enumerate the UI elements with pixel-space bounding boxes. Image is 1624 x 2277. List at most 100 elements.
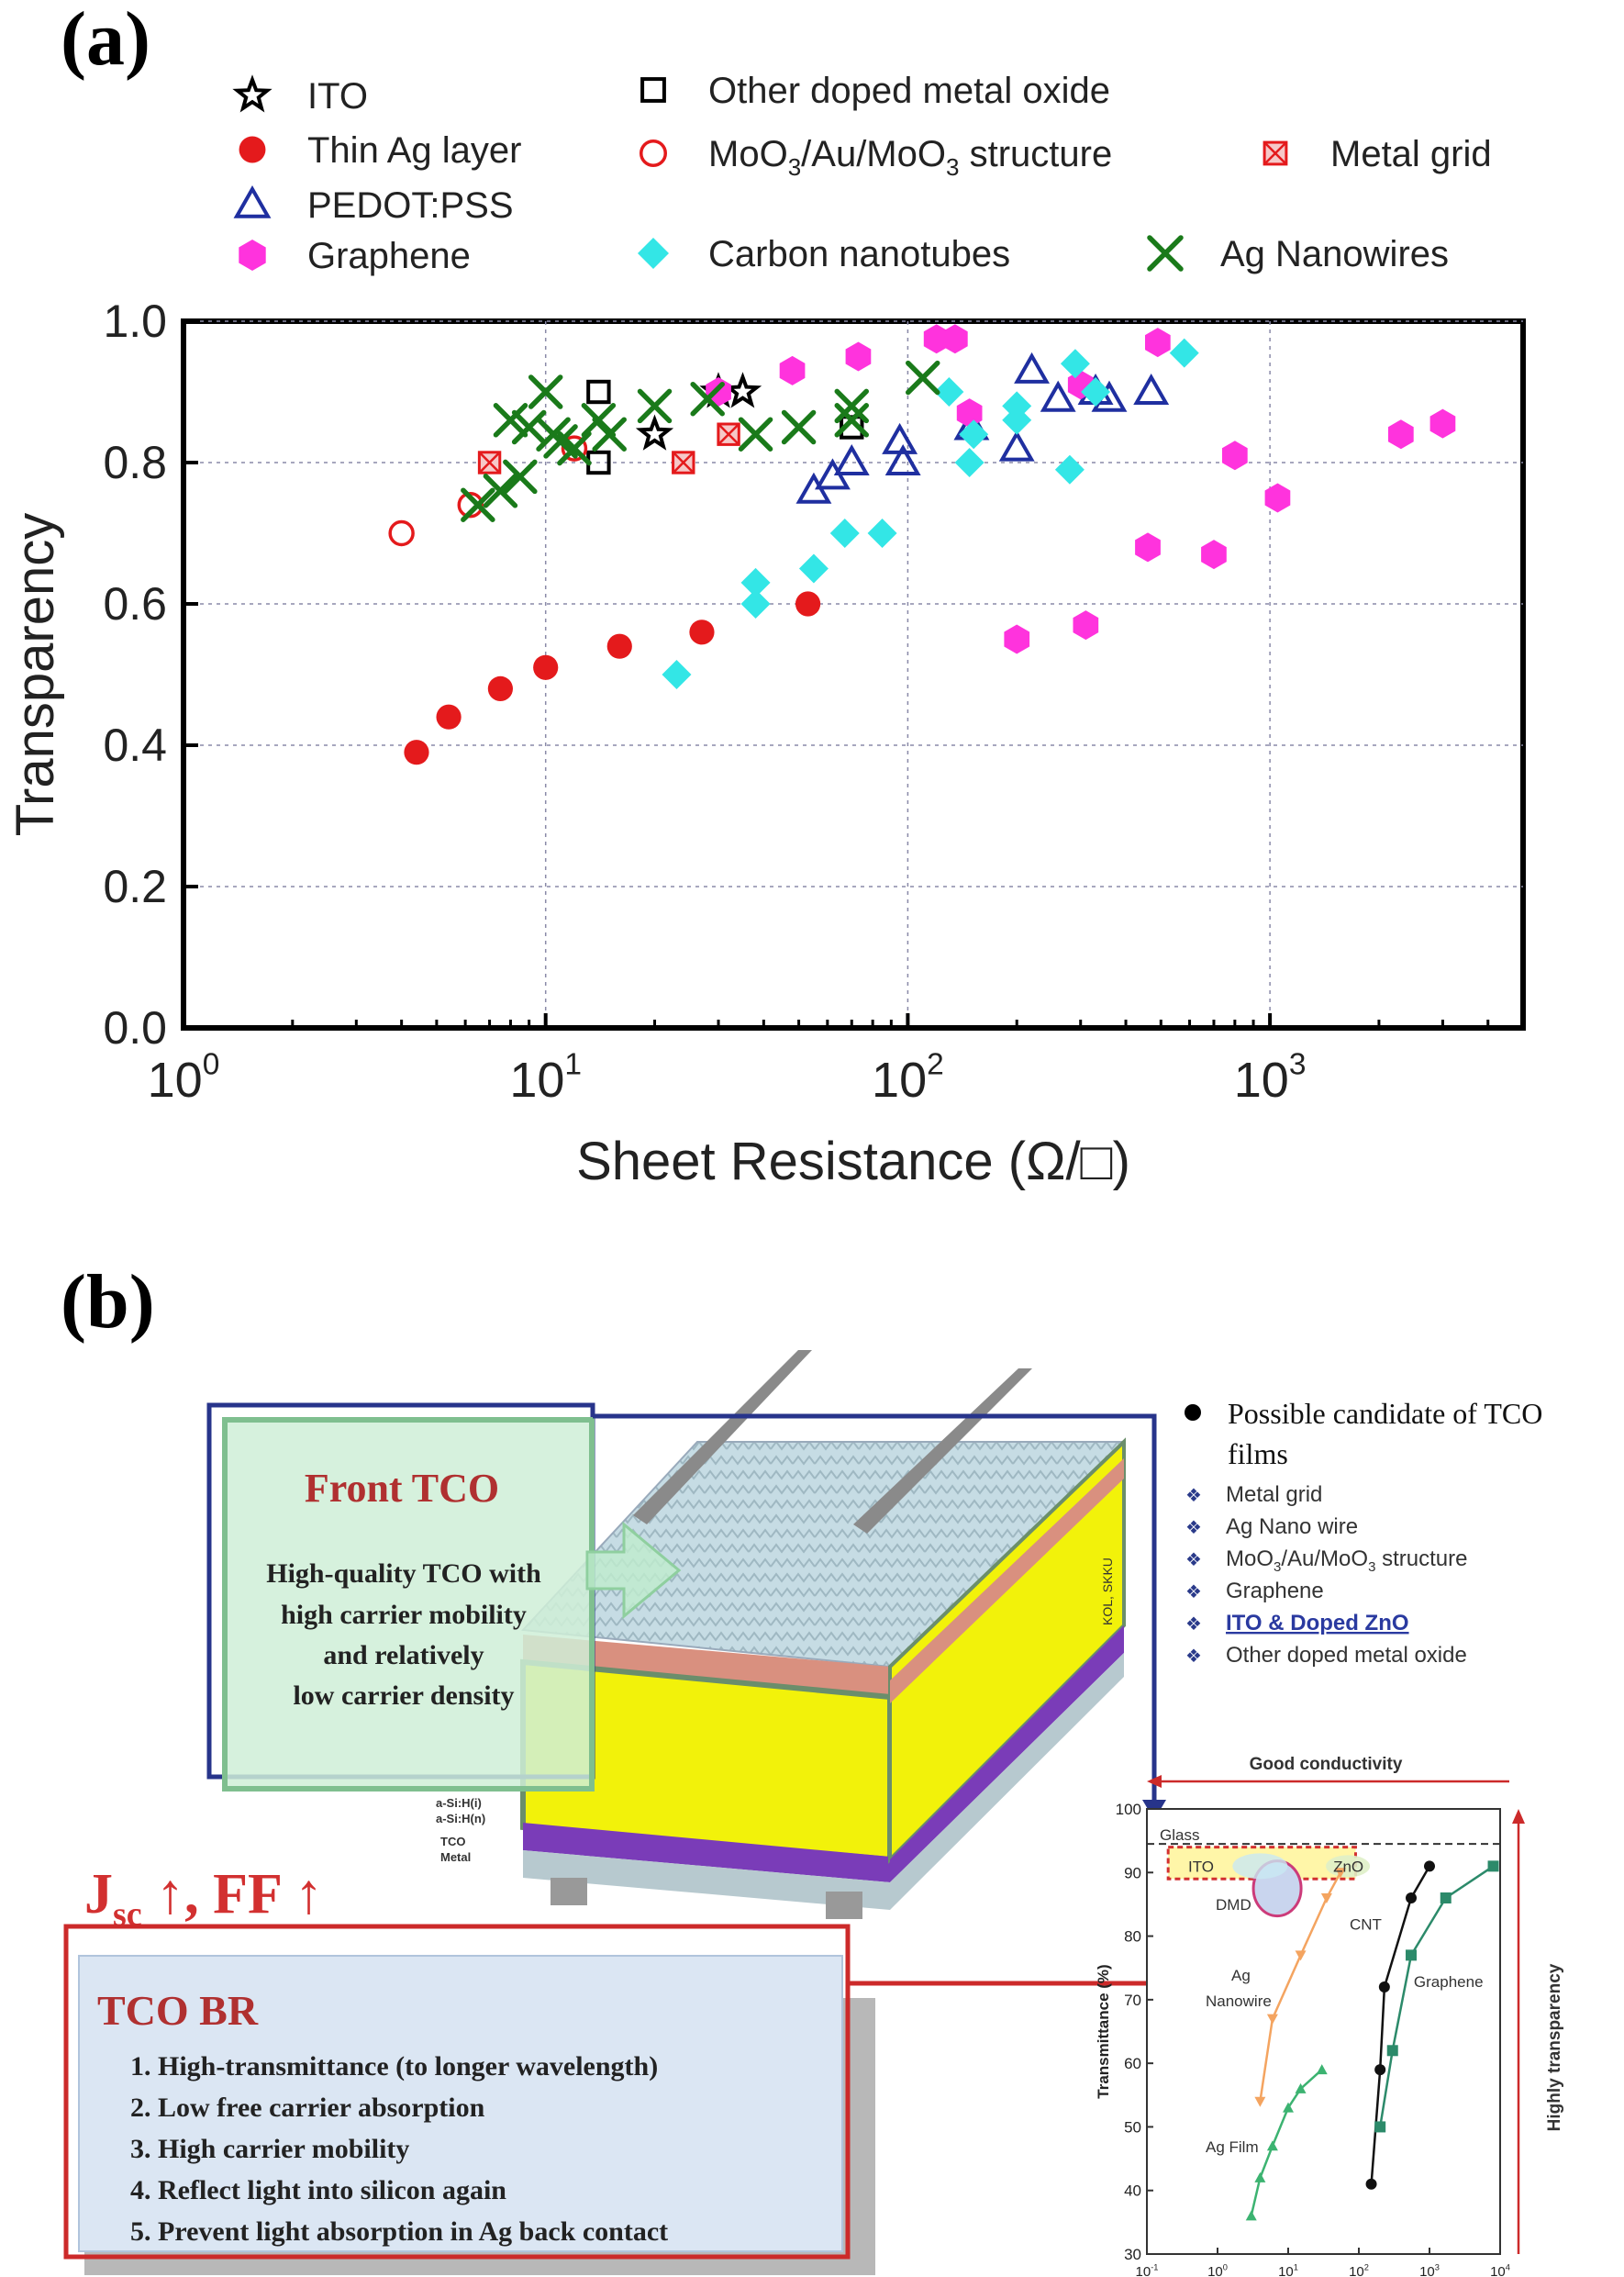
data-point: [779, 355, 806, 385]
data-point: [905, 360, 940, 396]
data-point: [998, 430, 1035, 462]
inset-point: [1266, 2014, 1278, 2025]
data-point: [867, 519, 897, 548]
y-tick-label: 0.8: [103, 437, 167, 488]
data-point: [833, 443, 870, 475]
data-point: [606, 633, 632, 659]
inset-point: [1295, 2082, 1307, 2093]
front-grid-finger: [853, 1368, 1032, 1534]
candidate-item: Other doped metal oxide: [1226, 1643, 1467, 1668]
candidate-item: Metal grid: [1226, 1482, 1322, 1507]
solar-cell-block: a-Si:H(i) a-Si:H(n) TCO Metal KOL, SKKU: [436, 1350, 1127, 1919]
data-point: [635, 414, 674, 451]
plot-frame: [181, 318, 1526, 1031]
data-point: [436, 704, 462, 730]
data-point: [690, 381, 725, 417]
chart-legend: ITO Thin Ag layer PEDOT:PSS Graphene Other d…: [232, 71, 1492, 276]
legend-label: ITO: [307, 76, 368, 117]
transmittance-inset-chart: 3040506070809010010-1100101102103104Shee…: [1095, 1755, 1564, 2277]
data-point: [959, 419, 989, 450]
data-point: [493, 403, 528, 438]
inset-point: [1487, 1860, 1499, 1872]
x-tick-label: 103: [1234, 1048, 1307, 1108]
y-tick-label: 0.2: [103, 861, 167, 912]
data-point: [1429, 408, 1456, 439]
data-point: [845, 341, 872, 372]
data-point: [829, 519, 860, 548]
inset-x-tick-label: 104: [1490, 2262, 1510, 2277]
data-point: [723, 372, 762, 408]
tco-br-title: TCO BR: [97, 1987, 259, 2034]
data-point: [834, 403, 870, 438]
data-point: [586, 379, 611, 405]
diamond-bullet-icon: ❖: [1185, 1614, 1202, 1635]
inset-x-tick-label: 101: [1278, 2262, 1298, 2277]
tco-br-item: 3. High carrier mobility: [130, 2134, 409, 2164]
front-tco-desc: high carrier mobility: [281, 1600, 527, 1630]
front-tco-arrow: [585, 1521, 682, 1620]
front-tco-connector: [593, 1413, 1157, 1804]
data-point: [706, 377, 731, 407]
y-tick-label: 0.4: [103, 720, 167, 771]
front-tco-title: Front TCO: [305, 1466, 499, 1511]
cell-layer-label: a-Si:H(i): [436, 1796, 482, 1810]
y-tick-label: 1.0: [103, 296, 167, 347]
data-point: [834, 388, 870, 424]
inset-point: [1320, 1893, 1332, 1903]
data-point: [689, 619, 715, 645]
data-point: [1081, 377, 1111, 407]
inset-x-tick-label: 102: [1349, 2262, 1369, 2277]
data-point: [483, 474, 518, 508]
data-point: [672, 451, 695, 474]
data-point: [1388, 419, 1414, 450]
watermark: KOL, SKKU: [1100, 1557, 1115, 1625]
glass-label: Glass: [1160, 1826, 1199, 1844]
data-point: [533, 654, 559, 680]
data-point: [561, 435, 588, 462]
data-point: [1169, 338, 1199, 368]
ito-ellipse: [1232, 1853, 1288, 1880]
candidate-heading: films: [1228, 1437, 1288, 1470]
cnt-label: CNT: [1350, 1916, 1382, 1934]
tco-br-outer-box: [63, 1924, 851, 2260]
legend-marker: [640, 77, 666, 103]
ag-nanowire-label: Nanowire: [1206, 1992, 1272, 2010]
inset-series-line: [1250, 2069, 1323, 2216]
front-tco-desc: High-quality TCO with: [266, 1558, 541, 1589]
inset-y-tick-label: 30: [1124, 2246, 1141, 2263]
tco-br-item: 1. High-transmittance (to longer wavelen…: [130, 2051, 658, 2082]
cell-layer-label: a-Si:H(n): [436, 1812, 485, 1825]
data-point: [882, 422, 918, 454]
candidate-list: Possible candidate of TCO films ❖ Metal g…: [1185, 1397, 1542, 1668]
back-layer-purple: [523, 1823, 890, 1882]
data-point: [1133, 373, 1170, 405]
legend-label: PEDOT:PSS: [307, 185, 514, 226]
inset-point: [1374, 2121, 1386, 2133]
data-point: [798, 553, 829, 584]
front-grid-finger: [633, 1350, 812, 1524]
diamond-bullet-icon: ❖: [1185, 1582, 1202, 1602]
data-point: [1002, 391, 1032, 421]
panel-b-label: (b): [61, 1259, 155, 1345]
data-points: [388, 324, 1456, 765]
inset-point: [1406, 1892, 1418, 1903]
inset-y-tick-label: 90: [1124, 1864, 1141, 1881]
tco-br-item: 4. Reflect light into silicon again: [130, 2175, 506, 2205]
data-point: [934, 377, 964, 407]
legend-label: Thin Ag layer: [307, 130, 521, 171]
data-point: [528, 374, 563, 409]
legend-marker: [638, 238, 669, 269]
data-point: [956, 398, 983, 429]
legend-marker: [239, 240, 266, 271]
data-point: [592, 417, 627, 452]
candidate-item: ITO & Doped ZnO: [1226, 1611, 1409, 1635]
data-point: [662, 660, 692, 689]
data-point: [795, 591, 821, 617]
inset-x-tick-label: 103: [1419, 2262, 1440, 2277]
data-point: [942, 324, 968, 354]
x-tick-label: 100: [148, 1048, 220, 1108]
y-tick-label: 0.0: [103, 1002, 167, 1054]
inset-point: [1283, 2102, 1294, 2113]
x-tick-label: 101: [509, 1048, 582, 1108]
data-point: [388, 519, 415, 547]
